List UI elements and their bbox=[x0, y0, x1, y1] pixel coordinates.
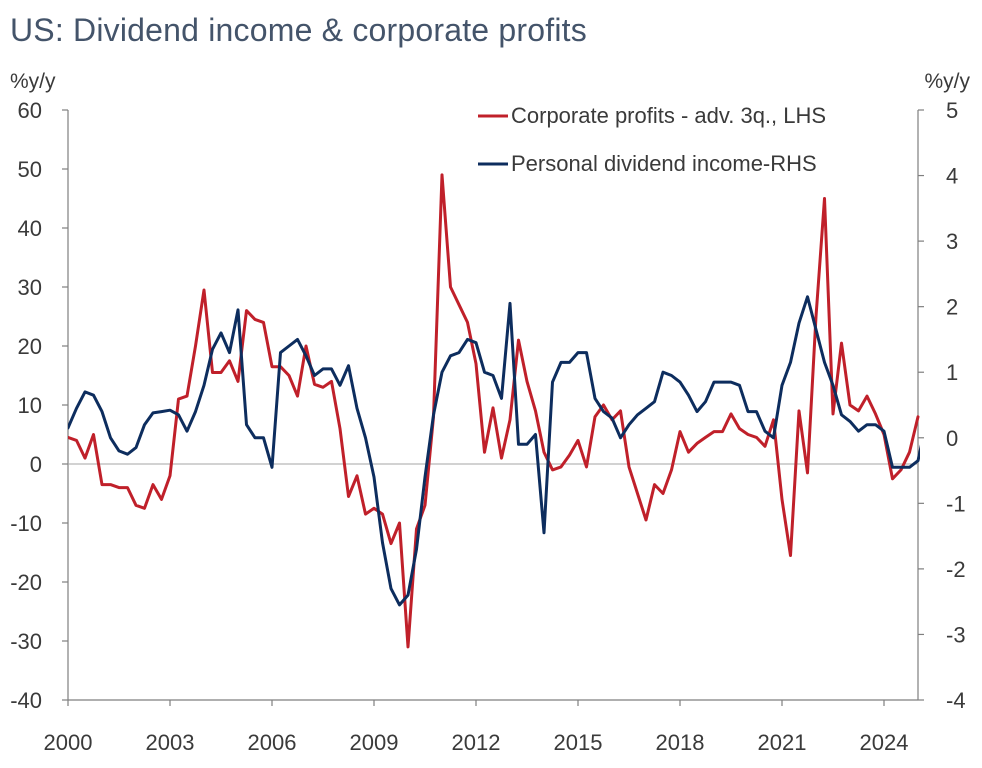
x-tick-label: 2015 bbox=[554, 730, 603, 755]
right-tick-label: 5 bbox=[946, 98, 958, 123]
right-tick-label: 3 bbox=[946, 229, 958, 254]
right-tick-label: -3 bbox=[946, 622, 966, 647]
x-tick-label: 2024 bbox=[860, 730, 909, 755]
axes: -40-30-20-100102030405060-4-3-2-10123452… bbox=[10, 98, 965, 755]
left-tick-label: 60 bbox=[18, 98, 42, 123]
right-tick-label: 2 bbox=[946, 295, 958, 320]
right-tick-label: 1 bbox=[946, 360, 958, 385]
x-tick-label: 2021 bbox=[758, 730, 807, 755]
x-tick-label: 2018 bbox=[656, 730, 705, 755]
legend-label-0: Corporate profits - adv. 3q., LHS bbox=[511, 103, 826, 128]
left-tick-label: 10 bbox=[18, 393, 42, 418]
left-tick-label: 0 bbox=[30, 452, 42, 477]
series-line-1 bbox=[68, 295, 920, 607]
left-tick-label: -10 bbox=[10, 511, 42, 536]
series-line-0 bbox=[68, 173, 920, 649]
x-tick-label: 2009 bbox=[350, 730, 399, 755]
left-tick-label: -20 bbox=[10, 570, 42, 595]
left-tick-label: 20 bbox=[18, 334, 42, 359]
left-tick-label: -30 bbox=[10, 629, 42, 654]
right-axis-unit: %y/y bbox=[924, 70, 970, 93]
legend: Corporate profits - adv. 3q., LHS Persona… bbox=[478, 103, 826, 176]
legend-label-1: Personal dividend income-RHS bbox=[511, 151, 817, 176]
left-tick-label: -40 bbox=[10, 688, 42, 713]
x-tick-label: 2000 bbox=[44, 730, 93, 755]
left-tick-label: 30 bbox=[18, 275, 42, 300]
right-tick-label: 4 bbox=[946, 164, 958, 189]
right-tick-label: -4 bbox=[946, 688, 966, 713]
left-tick-label: 40 bbox=[18, 216, 42, 241]
right-tick-label: -2 bbox=[946, 557, 966, 582]
x-tick-label: 2012 bbox=[452, 730, 501, 755]
chart-title: US: Dividend income & corporate profits bbox=[10, 12, 587, 48]
left-tick-label: 50 bbox=[18, 157, 42, 182]
left-axis-unit: %y/y bbox=[10, 70, 56, 93]
right-tick-label: -1 bbox=[946, 491, 966, 516]
series-lines bbox=[68, 173, 920, 649]
x-tick-label: 2006 bbox=[248, 730, 297, 755]
right-tick-label: 0 bbox=[946, 426, 958, 451]
x-tick-label: 2003 bbox=[146, 730, 195, 755]
